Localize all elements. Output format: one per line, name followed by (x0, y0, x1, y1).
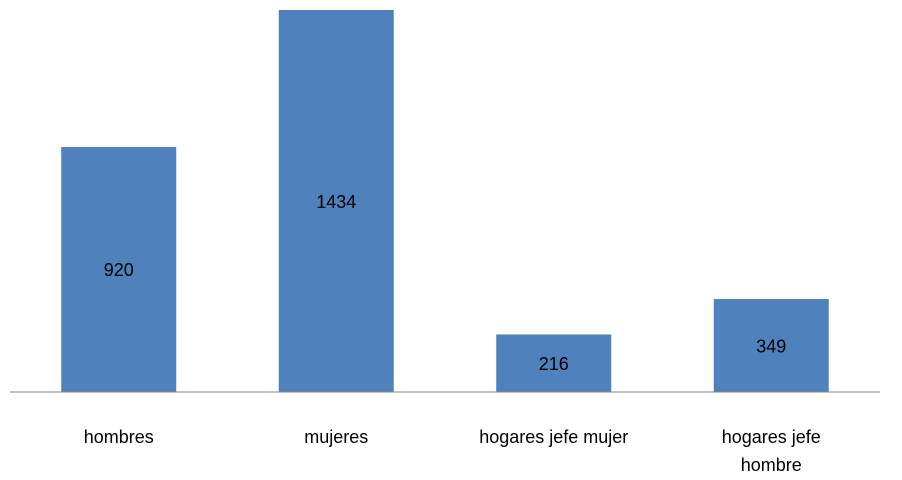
data-label: 216 (539, 354, 569, 374)
bar (496, 334, 612, 392)
data-label: 920 (104, 260, 134, 280)
data-label: 1434 (316, 192, 356, 212)
x-tick-label: hombres (83, 427, 154, 447)
bar (713, 299, 829, 392)
x-tick-label: hogares jefe mujer (479, 427, 629, 447)
data-label: 349 (756, 336, 786, 356)
x-tick-label: hogares jefe hombre (721, 427, 821, 475)
x-tick-label: mujeres (304, 427, 369, 447)
bar (61, 146, 177, 392)
bar (278, 10, 394, 392)
